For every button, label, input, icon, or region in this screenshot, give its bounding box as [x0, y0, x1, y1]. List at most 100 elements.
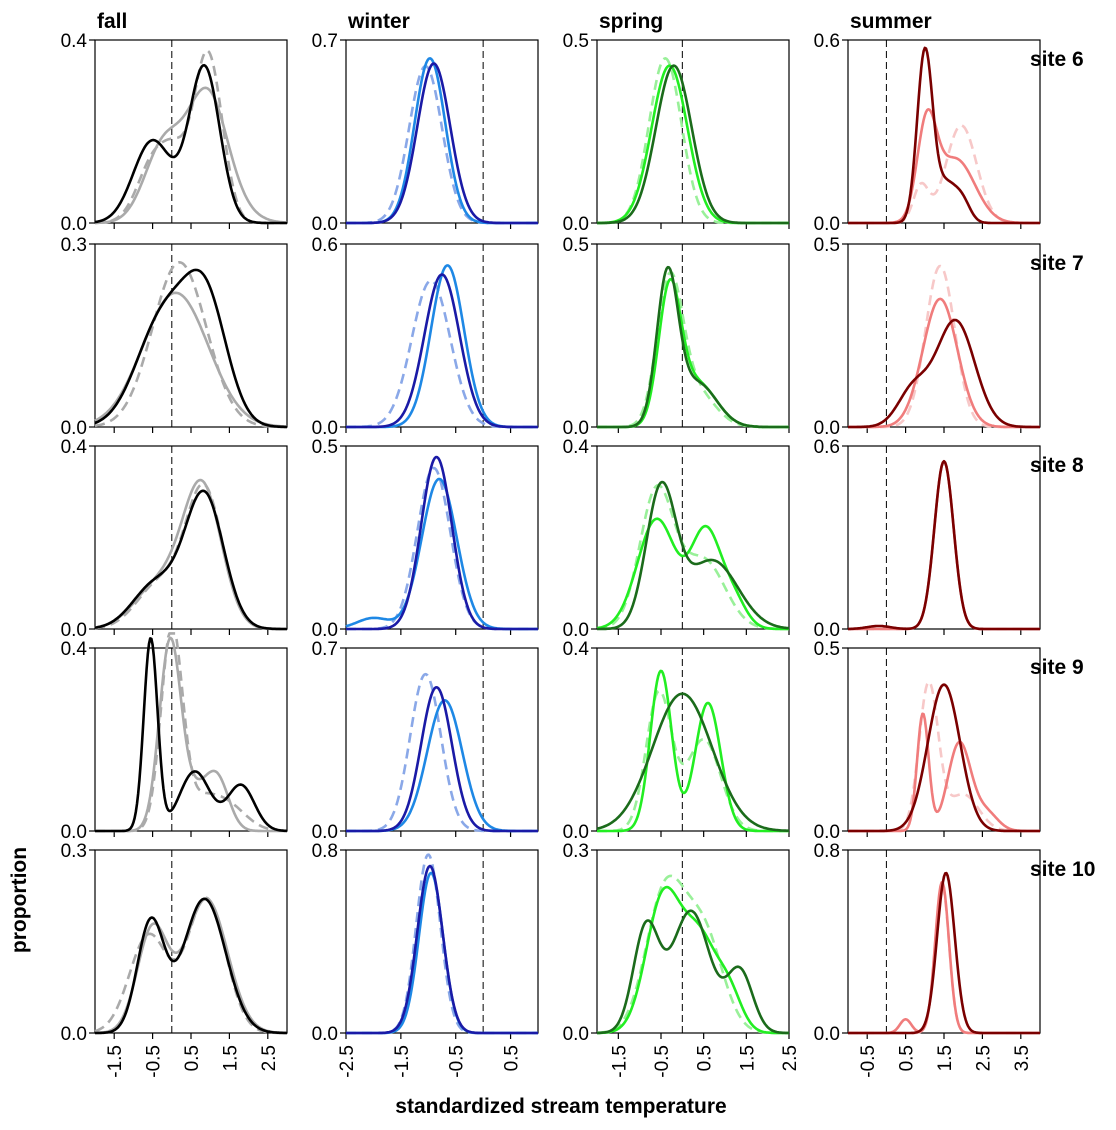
density-curve-dark [847, 871, 1041, 1035]
y-tick-label: 0.3 [61, 235, 87, 256]
x-tick-label: -0.5 [652, 1045, 673, 1078]
y-tick-label: 0.4 [61, 437, 88, 458]
panel-spring-2: 0.0 0.4 [563, 437, 790, 641]
panel-frame [345, 445, 539, 630]
panel-frame [847, 647, 1041, 832]
density-curve-dash [94, 261, 288, 429]
density-curve-dark [847, 46, 1041, 225]
panel-fall-2: 0.0 0.4 [61, 437, 288, 641]
x-tick-label: 1.5 [737, 1045, 758, 1071]
y-tick-label: 0.0 [61, 822, 87, 843]
season-title-spring: spring [599, 10, 663, 33]
density-curve-dark [596, 265, 790, 429]
density-curve-dark [847, 459, 1041, 631]
y-tick-label: 0.0 [61, 620, 87, 641]
panel-spring-0: 0.0 0.5 [563, 31, 790, 235]
density-curve-dash [345, 466, 539, 631]
density-curve-dark [345, 62, 539, 225]
y-tick-label: 0.0 [61, 214, 87, 235]
panel-winter-2: 0.0 0.5 [312, 437, 539, 641]
panel-winter-0: 0.0 0.7 [312, 31, 539, 235]
season-title-summer: summer [850, 10, 932, 33]
y-axis-label: proportion [8, 847, 31, 953]
density-curve-dark [596, 480, 790, 631]
density-curve-light [847, 881, 1041, 1035]
panel-frame [596, 849, 790, 1034]
y-tick-label: 0.6 [814, 437, 840, 458]
x-axis-label: standardized stream temperature [395, 1095, 726, 1118]
panel-frame [94, 647, 288, 832]
density-curve-dark [596, 692, 790, 833]
density-curve-light [596, 277, 790, 429]
panel-frame [94, 849, 288, 1034]
x-tick-label: 2.5 [973, 1045, 994, 1071]
density-curve-dash [596, 271, 790, 429]
panel-spring-1: 0.0 0.5 [563, 235, 790, 439]
panel-fall-1: 0.0 0.3 [61, 235, 288, 439]
y-tick-label: 0.0 [563, 214, 589, 235]
density-curve-light [345, 264, 539, 429]
x-tick-label: -1.5 [609, 1045, 630, 1078]
y-tick-label: 0.3 [563, 841, 589, 862]
y-tick-label: 0.0 [563, 822, 589, 843]
y-tick-label: 0.0 [563, 418, 589, 439]
density-curve-dash [847, 680, 1041, 833]
x-tick-label: 0.5 [182, 1045, 203, 1071]
x-tick-label: -0.5 [144, 1045, 165, 1078]
x-tick-label: 0.5 [695, 1045, 716, 1071]
density-curve-light [596, 669, 790, 833]
x-tick-label: 3.5 [1012, 1045, 1033, 1071]
site-label: site 10 [1030, 858, 1095, 881]
density-curve-light [345, 699, 539, 833]
y-tick-label: 0.5 [312, 437, 338, 458]
panel-winter-1: 0.0 0.6 [312, 235, 539, 439]
y-tick-label: 0.0 [814, 418, 840, 439]
season-title-winter: winter [347, 10, 410, 33]
x-tick-label: 0.5 [502, 1045, 523, 1071]
y-tick-label: 0.6 [814, 31, 840, 52]
panel-frame [345, 647, 539, 832]
panel-summer-0: 0.0 0.6 [814, 31, 1041, 235]
y-tick-label: 0.0 [563, 620, 589, 641]
y-tick-label: 0.0 [312, 1024, 338, 1045]
density-curve-dash [847, 264, 1041, 429]
density-curve-dark [847, 318, 1041, 429]
density-curve-dash [596, 874, 790, 1035]
density-curve-dash [345, 853, 539, 1035]
y-tick-label: 0.0 [814, 214, 840, 235]
density-curve-dash [345, 279, 539, 429]
y-tick-label: 0.5 [814, 235, 840, 256]
density-curve-dark [94, 268, 288, 429]
density-curve-dark [345, 864, 539, 1035]
density-curve-light [94, 636, 288, 833]
density-curve-dark [345, 686, 539, 833]
panel-frame [596, 647, 790, 832]
panel-summer-3: 0.0 0.5 [814, 639, 1041, 843]
panel-summer-1: 0.0 0.5 [814, 235, 1041, 439]
density-curve-dark [596, 64, 790, 225]
y-tick-label: 0.5 [563, 235, 589, 256]
y-tick-label: 0.0 [312, 822, 338, 843]
density-curve-dark [345, 273, 539, 429]
panel-frame [345, 243, 539, 428]
density-curve-dash [596, 483, 790, 631]
density-curve-dark [94, 489, 288, 631]
y-tick-label: 0.0 [814, 822, 840, 843]
y-tick-label: 0.8 [312, 841, 338, 862]
y-tick-label: 0.8 [814, 841, 840, 862]
panel-frame [345, 849, 539, 1034]
panel-summer-4: 0.0 0.8 [814, 841, 1041, 1045]
x-tick-label: -1.5 [392, 1045, 413, 1078]
panel-winter-3: 0.0 0.7 [312, 639, 539, 843]
y-tick-label: 0.3 [61, 841, 87, 862]
x-tick-label: -1.5 [105, 1045, 126, 1078]
site-label: site 7 [1030, 252, 1084, 275]
x-tick-label: -0.5 [447, 1045, 468, 1078]
density-curve-light [596, 517, 790, 631]
panel-frame [847, 39, 1041, 224]
y-tick-label: 0.7 [312, 31, 338, 52]
density-curve-dark [94, 897, 288, 1035]
x-tick-label: -2.5 [337, 1045, 358, 1078]
y-tick-label: 0.6 [312, 235, 338, 256]
panel-frame [596, 39, 790, 224]
